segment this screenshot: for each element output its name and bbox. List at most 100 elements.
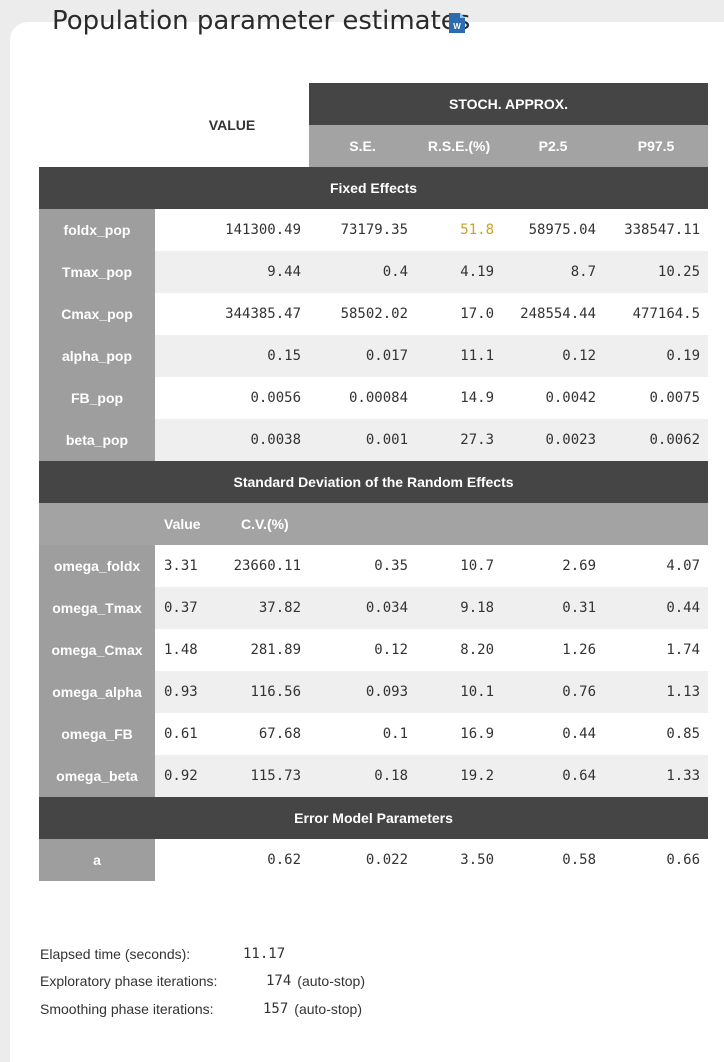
parameter-value: 0.93 — [155, 671, 232, 713]
parameter-value: 0.0038 — [155, 419, 310, 461]
parameter-rse: 9.18 — [416, 587, 503, 629]
parameter-p25: 0.31 — [502, 587, 605, 629]
parameter-cv: 23660.11 — [232, 545, 310, 587]
parameter-rse: 16.9 — [416, 713, 503, 755]
parameter-se: 0.4 — [309, 251, 417, 293]
page-title: Population parameter estimates — [52, 6, 471, 36]
parameter-p25: 8.7 — [502, 251, 605, 293]
smoothing-row: Smoothing phase iterations: 157 (auto-st… — [40, 995, 365, 1023]
table-row: alpha_pop 0.15 0.017 11.1 0.12 0.19 — [39, 335, 709, 377]
subheader-empty — [39, 503, 155, 545]
parameter-value: 0.61 — [155, 713, 232, 755]
parameter-p25: 0.12 — [502, 335, 605, 377]
parameter-cv: 37.82 — [232, 587, 310, 629]
word-icon[interactable]: W — [449, 13, 465, 33]
random-subheader-row: Value C.V.(%) — [39, 503, 709, 545]
table-row: Cmax_pop 344385.47 58502.02 17.0 248554.44 47… — [39, 293, 709, 335]
parameter-se: 0.18 — [309, 755, 417, 797]
run-statistics: Elapsed time (seconds): 11.17 Explorator… — [40, 940, 365, 1023]
parameter-value: 0.37 — [155, 587, 232, 629]
parameter-se: 58502.02 — [309, 293, 417, 335]
subheader-fill — [309, 503, 709, 545]
parameter-name: omega_Tmax — [39, 587, 155, 629]
subheader-value: Value — [155, 503, 232, 545]
table-row: FB_pop 0.0056 0.00084 14.9 0.0042 0.0075 — [39, 377, 709, 419]
svg-text:W: W — [453, 22, 461, 31]
parameter-p975: 1.74 — [604, 629, 709, 671]
parameter-se: 0.093 — [309, 671, 417, 713]
elapsed-time-label: Elapsed time (seconds): — [40, 945, 191, 962]
smoothing-label: Smoothing phase iterations: — [40, 1000, 214, 1017]
parameter-p975: 1.33 — [604, 755, 709, 797]
exploratory-note: (auto-stop) — [297, 973, 365, 990]
parameter-rse: 11.1 — [416, 335, 503, 377]
parameter-se: 0.1 — [309, 713, 417, 755]
parameter-se: 0.017 — [309, 335, 417, 377]
parameter-p975: 0.66 — [604, 839, 709, 881]
parameter-p975: 4.07 — [604, 545, 709, 587]
parameter-se: 0.00084 — [309, 377, 417, 419]
parameter-se: 0.35 — [309, 545, 417, 587]
parameter-name: foldx_pop — [39, 209, 155, 251]
parameter-se: 0.001 — [309, 419, 417, 461]
parameter-rse: 19.2 — [416, 755, 503, 797]
parameter-p975: 10.25 — [604, 251, 709, 293]
parameter-value: 9.44 — [155, 251, 310, 293]
table-row: omega_Tmax 0.37 37.82 0.034 9.18 0.31 0.44 — [39, 587, 709, 629]
section-fixed-effects: Fixed Effects — [39, 167, 709, 209]
exploratory-row: Exploratory phase iterations: 174 (auto-… — [40, 968, 365, 996]
parameter-name: omega_foldx — [39, 545, 155, 587]
parameter-se: 0.022 — [309, 839, 417, 881]
header-rse: R.S.E.(%) — [416, 125, 503, 167]
section-random-effects: Standard Deviation of the Random Effects — [39, 461, 709, 503]
parameter-p975: 0.0062 — [604, 419, 709, 461]
section-error-model-row: Error Model Parameters — [39, 797, 709, 839]
parameter-p25: 0.44 — [502, 713, 605, 755]
parameter-p975: 477164.5 — [604, 293, 709, 335]
parameter-rse: 10.1 — [416, 671, 503, 713]
parameter-name: Cmax_pop — [39, 293, 155, 335]
parameter-p975: 0.19 — [604, 335, 709, 377]
parameter-value: 3.31 — [155, 545, 232, 587]
smoothing-note: (auto-stop) — [294, 1000, 362, 1017]
parameter-se: 0.12 — [309, 629, 417, 671]
parameter-se: 0.034 — [309, 587, 417, 629]
parameter-name: omega_FB — [39, 713, 155, 755]
parameter-rse: 14.9 — [416, 377, 503, 419]
parameter-value: 1.48 — [155, 629, 232, 671]
exploratory-value: 174 — [266, 973, 292, 990]
parameter-name: FB_pop — [39, 377, 155, 419]
parameter-cv: 281.89 — [232, 629, 310, 671]
smoothing-value: 157 — [263, 1000, 289, 1017]
parameter-rse: 8.20 — [416, 629, 503, 671]
parameter-rse: 10.7 — [416, 545, 503, 587]
table-row: beta_pop 0.0038 0.001 27.3 0.0023 0.0062 — [39, 419, 709, 461]
parameter-name: omega_beta — [39, 755, 155, 797]
parameter-p25: 0.58 — [502, 839, 605, 881]
table-row: foldx_pop 141300.49 73179.35 51.8 58975.04 33… — [39, 209, 709, 251]
section-error-model: Error Model Parameters — [39, 797, 709, 839]
header-p975: P97.5 — [604, 125, 709, 167]
parameter-p25: 0.0042 — [502, 377, 605, 419]
parameter-name: omega_alpha — [39, 671, 155, 713]
table-row: Tmax_pop 9.44 0.4 4.19 8.7 10.25 — [39, 251, 709, 293]
parameter-name: Tmax_pop — [39, 251, 155, 293]
parameter-name: a — [39, 839, 155, 881]
parameter-p25: 0.64 — [502, 755, 605, 797]
parameter-cv: 115.73 — [232, 755, 310, 797]
parameter-p975: 0.0075 — [604, 377, 709, 419]
parameter-value: 0.62 — [155, 839, 310, 881]
parameter-p25: 58975.04 — [502, 209, 605, 251]
elapsed-time-value: 11.17 — [243, 945, 286, 962]
parameter-p975: 0.44 — [604, 587, 709, 629]
parameter-value: 344385.47 — [155, 293, 310, 335]
parameter-cv: 67.68 — [232, 713, 310, 755]
parameter-name: alpha_pop — [39, 335, 155, 377]
header-se: S.E. — [309, 125, 417, 167]
parameter-value: 141300.49 — [155, 209, 310, 251]
parameter-p25: 0.0023 — [502, 419, 605, 461]
table-row: omega_foldx 3.31 23660.11 0.35 10.7 2.69 4.07 — [39, 545, 709, 587]
parameter-name: omega_Cmax — [39, 629, 155, 671]
parameter-p25: 2.69 — [502, 545, 605, 587]
section-fixed-effects-row: Fixed Effects — [39, 167, 709, 209]
